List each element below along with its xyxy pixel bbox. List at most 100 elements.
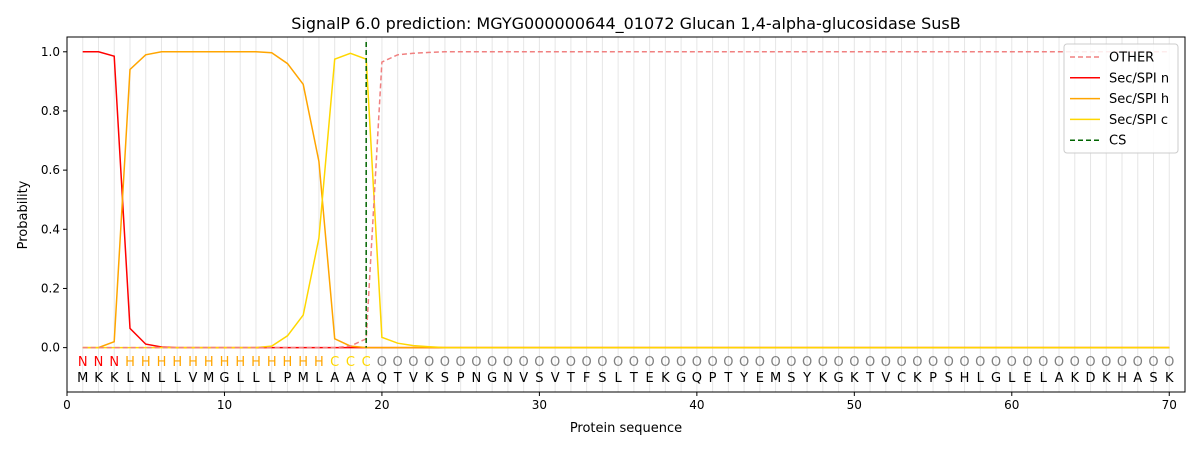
residue-label: A: [330, 371, 339, 386]
residue-label: K: [850, 371, 859, 386]
region-label: H: [220, 355, 230, 370]
x-tick-label: 70: [1162, 398, 1177, 412]
region-label: O: [865, 355, 875, 370]
residue-label: L: [977, 371, 985, 386]
residue-label: S: [945, 371, 953, 386]
region-label: O: [393, 355, 403, 370]
x-tick-label: 10: [217, 398, 232, 412]
series-line-sec-spi-h: [82, 51, 1170, 349]
region-label: O: [1117, 355, 1127, 370]
residue-label: T: [723, 371, 732, 386]
residue-label: K: [425, 371, 434, 386]
series-line-sec-spi-n: [82, 51, 1170, 349]
region-label: N: [94, 355, 104, 370]
region-label: O: [849, 355, 859, 370]
residue-label: P: [709, 371, 717, 386]
residue-label: C: [897, 371, 906, 386]
residue-label: L: [1040, 371, 1048, 386]
region-label: O: [676, 355, 686, 370]
residue-label: L: [158, 371, 166, 386]
region-label: O: [833, 355, 843, 370]
residue-label: A: [1133, 371, 1142, 386]
region-label: O: [1038, 355, 1048, 370]
region-label: O: [613, 355, 623, 370]
region-label: O: [582, 355, 592, 370]
y-tick-label: 0.4: [41, 222, 60, 236]
residue-label: T: [566, 371, 575, 386]
residue-label: G: [834, 371, 844, 386]
residue-label: G: [219, 371, 229, 386]
residue-label: P: [457, 371, 465, 386]
region-label: N: [109, 355, 119, 370]
grid: [82, 37, 1170, 392]
x-tick-label: 30: [532, 398, 547, 412]
x-tick-label: 20: [374, 398, 389, 412]
residue-label: K: [1165, 371, 1174, 386]
region-label: H: [157, 355, 167, 370]
x-tick-label: 40: [689, 398, 704, 412]
residue-label: Q: [692, 371, 702, 386]
residue-label: V: [409, 371, 418, 386]
residue-label: S: [598, 371, 606, 386]
y-tick-label: 0.8: [41, 104, 60, 118]
y-tick-label: 1.0: [41, 45, 60, 59]
residue-label: D: [1086, 371, 1096, 386]
region-label: O: [1164, 355, 1174, 370]
region-label: O: [597, 355, 607, 370]
region-label: O: [440, 355, 450, 370]
region-label: O: [519, 355, 529, 370]
region-label: H: [267, 355, 277, 370]
residue-label: Y: [739, 371, 748, 386]
residue-label: H: [960, 371, 970, 386]
region-label: O: [1133, 355, 1143, 370]
residue-label: S: [441, 371, 449, 386]
residue-label: G: [487, 371, 497, 386]
region-label: O: [1070, 355, 1080, 370]
region-label: O: [408, 355, 418, 370]
residue-label: T: [629, 371, 638, 386]
legend-label: Sec/SPI n: [1109, 71, 1169, 86]
region-label: O: [1101, 355, 1111, 370]
residue-label: V: [519, 371, 528, 386]
y-tick-label: 0.0: [41, 341, 60, 355]
legend: OTHER Sec/SPI n Sec/SPI h Sec/SPI c CS: [1063, 43, 1179, 154]
region-label: O: [707, 355, 717, 370]
residue-label: M: [203, 371, 214, 386]
region-label: H: [204, 355, 214, 370]
region-label: C: [330, 355, 339, 370]
region-label: H: [283, 355, 293, 370]
legend-box: [1063, 43, 1179, 154]
residue-label: A: [1055, 371, 1064, 386]
residue-label: N: [472, 371, 482, 386]
residue-label: H: [1117, 371, 1127, 386]
residue-label: K: [1102, 371, 1111, 386]
legend-label: OTHER: [1109, 51, 1154, 66]
region-label: O: [881, 355, 891, 370]
region-label: O: [959, 355, 969, 370]
residue-label: M: [298, 371, 309, 386]
residue-label: S: [787, 371, 795, 386]
residue-label: L: [237, 371, 245, 386]
region-label: O: [660, 355, 670, 370]
residue-label: V: [551, 371, 560, 386]
region-label: O: [1148, 355, 1158, 370]
x-tick-label: 0: [63, 398, 71, 412]
residue-label: P: [284, 371, 292, 386]
region-label: H: [172, 355, 182, 370]
residue-label: S: [535, 371, 543, 386]
residue-label: K: [913, 371, 922, 386]
legend-label: Sec/SPI h: [1109, 92, 1169, 107]
region-label: O: [1007, 355, 1017, 370]
sequence-labels: NMNKNKHLHNHLHLHVHMHGHLHLHLHPHMHLCACACAOQ…: [77, 355, 1174, 386]
residue-label: K: [94, 371, 103, 386]
region-label: O: [786, 355, 796, 370]
residue-label: A: [346, 371, 355, 386]
region-label: H: [188, 355, 198, 370]
region-label: O: [487, 355, 497, 370]
region-label: O: [770, 355, 780, 370]
residue-label: K: [661, 371, 670, 386]
legend-label: Sec/SPI c: [1109, 113, 1168, 128]
plot-frame: [66, 36, 1186, 393]
series-line-other: [82, 51, 1170, 349]
